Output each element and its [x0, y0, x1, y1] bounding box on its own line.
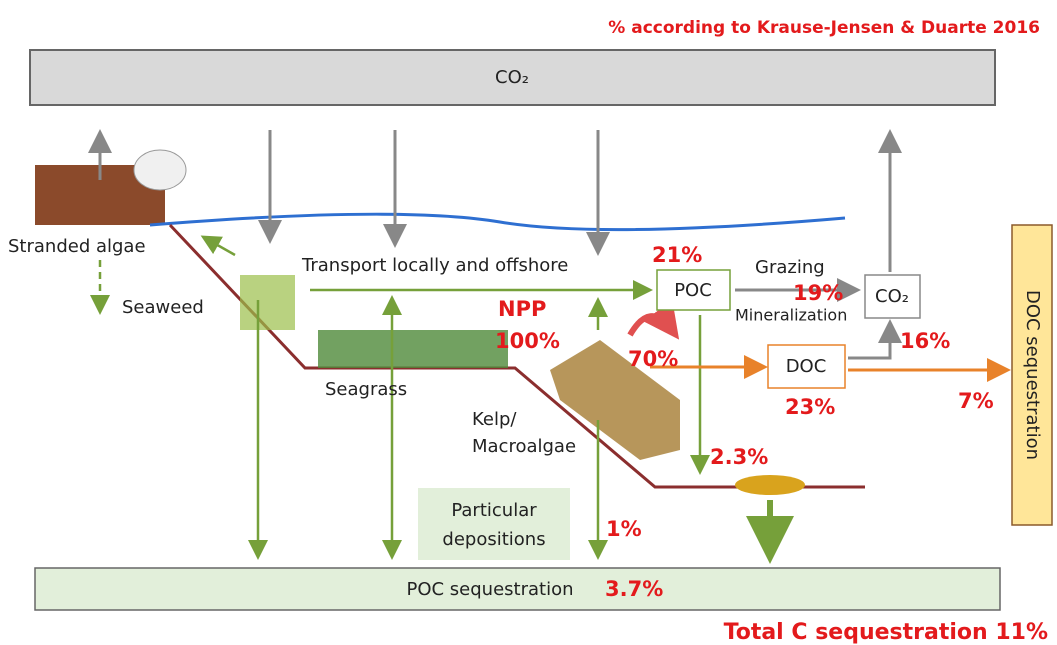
box-label: depositions	[442, 529, 545, 550]
box-label: CO₂	[875, 286, 909, 307]
atmosphere-label: CO₂	[495, 67, 529, 88]
percentage: 16%	[900, 329, 950, 353]
label: Seagrass	[325, 379, 407, 400]
percentage: 23%	[785, 395, 835, 419]
percentage: 100%	[495, 329, 560, 353]
percentage: 1%	[606, 517, 642, 541]
arrow	[848, 319, 902, 360]
box-label: POC sequestration	[406, 579, 573, 600]
kelp-illustration	[550, 340, 680, 460]
box-label: DOC sequestration	[1022, 290, 1043, 460]
poc-sequestration-box	[34, 567, 1001, 611]
seaweed-illustration	[240, 275, 295, 330]
percentage: 2.3%	[710, 445, 768, 469]
curved-arrow	[627, 300, 680, 340]
label: Stranded algae	[8, 236, 146, 257]
label: Transport locally and offshore	[301, 255, 568, 276]
percentage: 3.7%	[605, 577, 663, 601]
atmosphere-box	[29, 49, 996, 106]
percentage: 19%	[793, 281, 843, 305]
arrow	[200, 235, 236, 257]
label: Grazing	[755, 257, 825, 278]
percentage: 21%	[652, 243, 702, 267]
box-label: POC	[674, 280, 712, 301]
gull	[133, 149, 187, 191]
box-label: DOC	[786, 356, 827, 377]
doc-box	[767, 344, 846, 389]
seagrass-illustration	[318, 330, 508, 368]
box-label: Particular	[451, 500, 537, 521]
co2-box	[864, 274, 921, 319]
detritus-illustration	[735, 475, 805, 495]
water-surface	[149, 212, 846, 232]
label: Macroalgae	[472, 436, 576, 457]
percentage: 7%	[958, 389, 994, 413]
deposition-box	[418, 488, 570, 560]
source-note: % according to Krause-Jensen & Duarte 20…	[608, 18, 1040, 38]
label: Mineralization	[735, 306, 847, 325]
percentage: 70%	[628, 347, 678, 371]
label: Seaweed	[122, 297, 204, 318]
doc-sequestration-box	[1011, 224, 1053, 526]
label: NPP	[498, 297, 546, 321]
label: Kelp/	[472, 409, 517, 430]
poc-box	[656, 269, 731, 311]
total-sequestration: Total C sequestration 11%	[724, 620, 1048, 645]
